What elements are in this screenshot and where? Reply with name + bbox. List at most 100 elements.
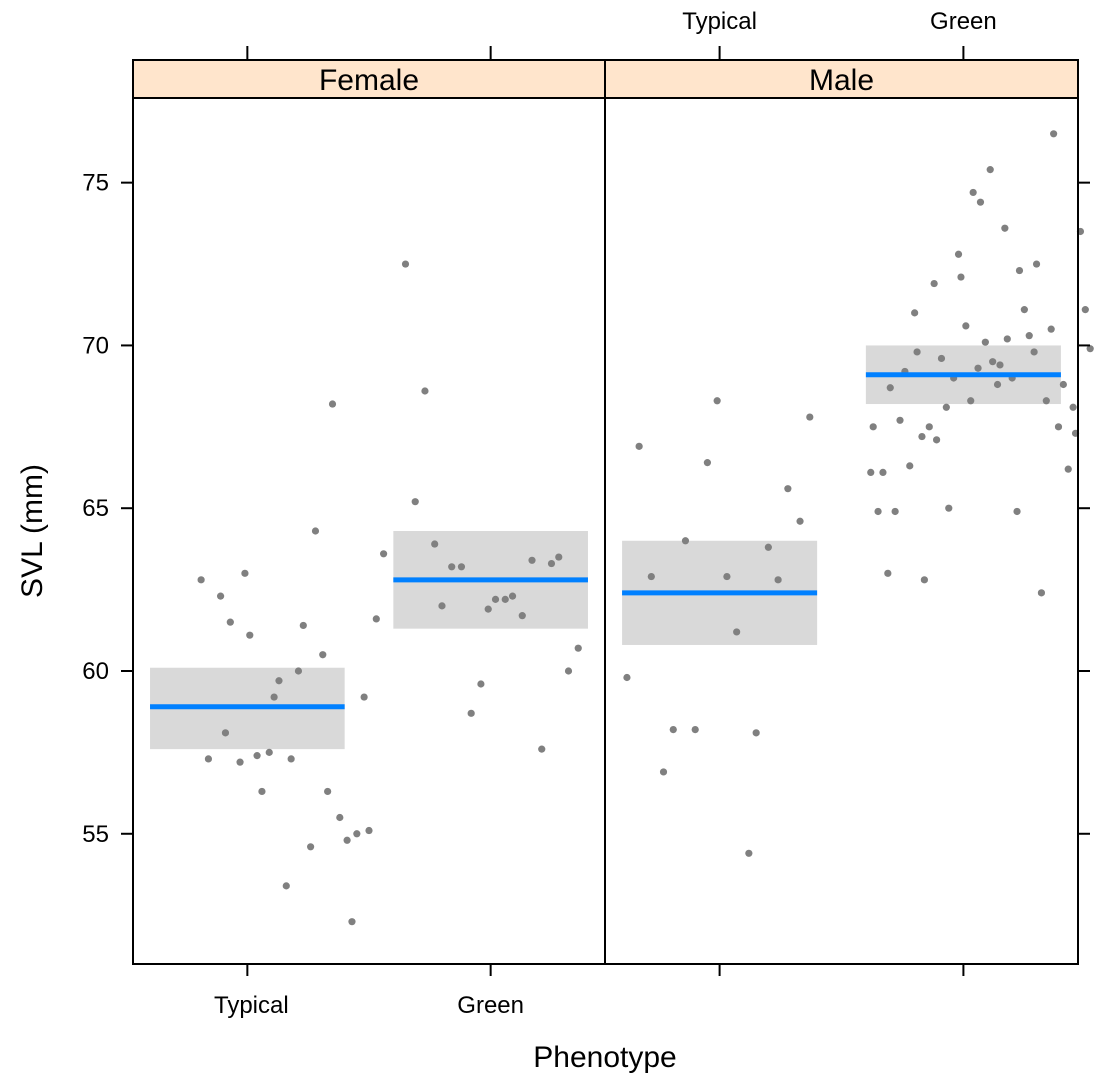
data-point <box>457 563 466 571</box>
data-point <box>448 563 456 571</box>
data-point <box>226 618 234 626</box>
data-point <box>270 693 278 701</box>
data-point <box>204 755 213 763</box>
data-point <box>319 651 327 659</box>
data-points <box>197 130 1094 926</box>
data-point <box>379 550 388 558</box>
data-point <box>745 849 753 857</box>
data-point <box>713 397 721 405</box>
y-tick-label: 65 <box>82 495 109 522</box>
data-point <box>348 918 356 926</box>
data-point <box>989 358 997 366</box>
data-point <box>1050 130 1058 138</box>
data-point <box>538 745 546 753</box>
data-point <box>1030 348 1038 356</box>
data-point <box>1037 589 1046 597</box>
data-point <box>962 322 970 330</box>
data-point <box>1086 345 1094 353</box>
data-point <box>733 628 741 636</box>
data-point <box>564 667 573 675</box>
data-point <box>343 836 351 844</box>
data-point <box>328 400 337 408</box>
data-point <box>911 309 919 317</box>
x-tick-label: Typical <box>682 8 757 35</box>
data-point <box>336 813 344 822</box>
data-point <box>635 442 643 450</box>
data-point <box>886 384 894 392</box>
data-point <box>241 569 249 577</box>
x-tick-label: Green <box>457 992 524 1019</box>
data-point <box>681 537 690 545</box>
data-point <box>874 507 882 516</box>
data-point <box>969 188 977 197</box>
y-tick-label: 70 <box>82 332 109 359</box>
data-point <box>957 273 965 281</box>
data-point <box>981 338 989 346</box>
data-point <box>1059 380 1067 389</box>
male-strip-label: Male <box>809 64 874 97</box>
data-point <box>967 397 975 405</box>
data-point <box>774 576 782 584</box>
data-point <box>976 198 985 206</box>
data-point <box>1081 306 1089 314</box>
data-point <box>932 436 941 444</box>
data-point <box>275 677 283 685</box>
data-point <box>265 748 273 756</box>
data-point <box>879 468 887 476</box>
data-point <box>508 592 517 600</box>
y-tick-label: 55 <box>82 821 109 848</box>
data-point <box>324 787 332 796</box>
data-point <box>1032 260 1041 268</box>
data-point <box>942 403 950 411</box>
data-point <box>1013 507 1021 516</box>
data-point <box>764 543 772 551</box>
data-point <box>691 725 699 734</box>
data-point <box>954 250 963 258</box>
x-axis-title: Phenotype <box>533 1041 676 1074</box>
data-point <box>930 279 938 288</box>
data-point <box>1054 423 1063 431</box>
data-point <box>784 485 792 493</box>
data-point <box>867 468 875 476</box>
x-tick-label: Green <box>930 8 997 35</box>
data-point <box>421 387 429 395</box>
data-point <box>869 423 877 431</box>
data-point <box>669 725 677 734</box>
data-point <box>484 605 492 613</box>
fit-lines <box>150 372 1061 710</box>
data-point <box>287 755 295 763</box>
data-point <box>401 260 410 268</box>
data-point <box>372 615 380 623</box>
data-point <box>1042 397 1050 405</box>
data-point <box>1025 332 1033 340</box>
data-point <box>986 166 994 174</box>
data-point <box>659 768 668 776</box>
data-point <box>937 354 946 363</box>
data-point <box>518 612 526 620</box>
axes: Typical Green Typical Green 55 60 65 70 75 <box>82 8 1090 1019</box>
data-point <box>477 680 485 688</box>
data-point <box>216 592 225 600</box>
data-point <box>547 559 556 568</box>
y-tick-label: 60 <box>82 658 109 685</box>
data-point <box>703 459 712 467</box>
data-point <box>311 527 320 535</box>
data-point <box>438 602 446 610</box>
data-point <box>752 729 760 737</box>
panel-frames: Female Male <box>132 59 1079 965</box>
data-point <box>896 416 904 424</box>
data-point <box>796 517 804 525</box>
data-point <box>282 882 290 890</box>
data-point <box>1001 224 1009 232</box>
data-point <box>574 644 582 652</box>
data-point <box>993 380 1002 389</box>
data-point <box>360 693 368 701</box>
data-point <box>555 553 563 561</box>
data-point <box>307 843 315 851</box>
data-point <box>299 621 307 630</box>
data-point <box>221 729 230 737</box>
y-axis-title: SVL (mm) <box>16 464 49 598</box>
data-point <box>945 504 953 512</box>
x-tick-label: Typical <box>214 992 289 1019</box>
